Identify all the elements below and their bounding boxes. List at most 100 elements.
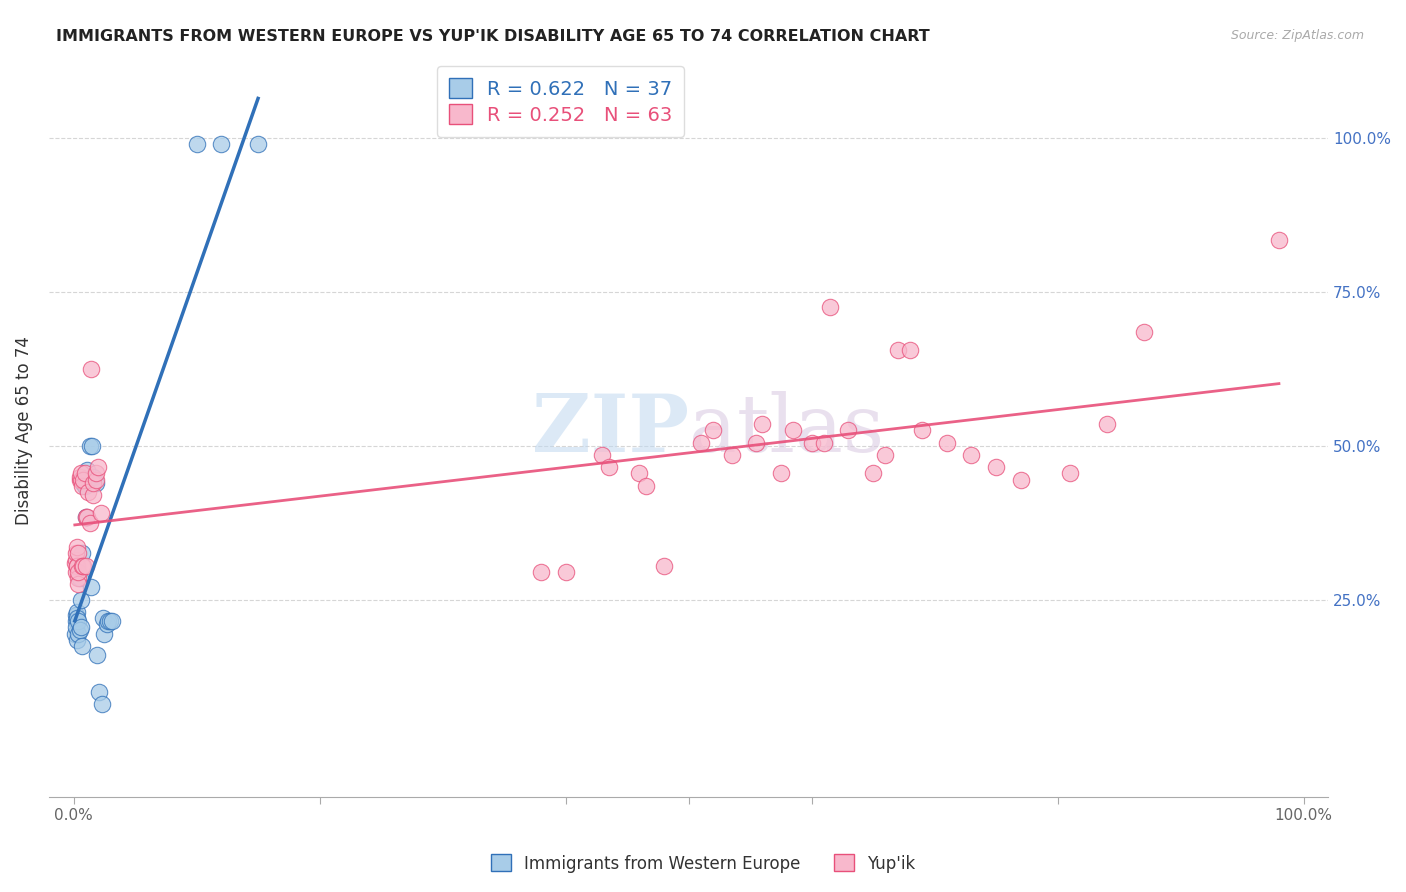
Point (72, 475, 94, 490)
Point (65, 614, 87, 628)
Point (79, 516, 101, 530)
Point (84, 473, 107, 487)
Point (82, 488, 104, 502)
Text: atlas: atlas (689, 392, 884, 469)
Point (862, 467, 884, 481)
Point (97, 614, 120, 628)
Point (70, 467, 93, 481)
Point (186, 137, 208, 152)
Point (745, 435, 768, 450)
Point (70, 558, 93, 573)
Point (66, 558, 89, 573)
Point (70, 592, 93, 607)
Point (65, 565, 87, 579)
Point (1010, 473, 1032, 487)
Point (720, 448, 742, 462)
Point (652, 558, 675, 573)
Point (70, 639, 93, 653)
Point (75, 558, 97, 573)
Point (818, 300, 841, 314)
Point (67, 565, 90, 579)
Point (837, 423, 859, 437)
Point (77, 484, 100, 499)
Point (813, 435, 835, 450)
Legend: R = 0.622   N = 37, R = 0.252   N = 63: R = 0.622 N = 37, R = 0.252 N = 63 (437, 67, 685, 136)
Point (69, 624, 91, 638)
Point (960, 448, 983, 462)
Y-axis label: Disability Age 65 to 74: Disability Age 65 to 74 (15, 336, 32, 524)
Point (75, 509, 97, 524)
Point (247, 137, 270, 152)
Legend: Immigrants from Western Europe, Yup'ik: Immigrants from Western Europe, Yup'ik (484, 847, 922, 880)
Point (1132, 325, 1154, 339)
Point (76, 463, 98, 477)
Point (67, 614, 90, 628)
Point (65, 608, 87, 623)
Point (66, 558, 89, 573)
Point (751, 417, 773, 432)
Point (82, 469, 104, 483)
Point (80, 439, 103, 453)
Point (66, 541, 89, 555)
Point (84, 475, 107, 490)
Text: Source: ZipAtlas.com: Source: ZipAtlas.com (1230, 29, 1364, 42)
Point (70, 547, 93, 561)
Text: IMMIGRANTS FROM WESTERN EUROPE VS YUP'IK DISABILITY AGE 65 TO 74 CORRELATION CHA: IMMIGRANTS FROM WESTERN EUROPE VS YUP'IK… (56, 29, 929, 44)
Point (689, 435, 711, 450)
Point (911, 423, 934, 437)
Point (634, 479, 657, 493)
Point (898, 343, 921, 358)
Point (984, 460, 1007, 475)
Text: ZIP: ZIP (531, 392, 689, 469)
Point (63, 556, 86, 570)
Point (554, 565, 576, 579)
Point (69, 469, 91, 483)
Point (70, 479, 93, 493)
Point (1268, 233, 1291, 247)
Point (65, 552, 87, 566)
Point (800, 435, 823, 450)
Point (65, 547, 87, 561)
Point (96, 617, 118, 632)
Point (782, 423, 804, 437)
Point (1095, 417, 1118, 432)
Point (63, 626, 86, 640)
Point (90, 698, 112, 712)
Point (100, 614, 122, 628)
Point (86, 648, 108, 662)
Point (598, 460, 620, 475)
Point (73, 467, 96, 481)
Point (66, 611, 89, 625)
Point (75, 509, 97, 524)
Point (79, 439, 101, 453)
Point (67, 577, 90, 591)
Point (73, 479, 96, 493)
Point (67, 571, 90, 585)
Point (77, 473, 100, 487)
Point (93, 626, 115, 640)
Point (935, 435, 957, 450)
Point (80, 361, 103, 376)
Point (702, 423, 724, 437)
Point (886, 343, 908, 358)
Point (530, 565, 553, 579)
Point (72, 558, 94, 573)
Point (80, 580, 103, 594)
Point (89, 685, 111, 699)
Point (67, 626, 90, 640)
Point (91, 611, 114, 625)
Point (769, 467, 792, 481)
Point (87, 460, 110, 475)
Point (69, 473, 91, 487)
Point (628, 467, 651, 481)
Point (72, 473, 94, 487)
Point (90, 507, 112, 521)
Point (70, 620, 93, 634)
Point (84, 467, 107, 481)
Point (66, 605, 89, 619)
Point (76, 509, 98, 524)
Point (875, 448, 897, 462)
Point (591, 448, 613, 462)
Point (70, 473, 93, 487)
Point (82, 475, 104, 490)
